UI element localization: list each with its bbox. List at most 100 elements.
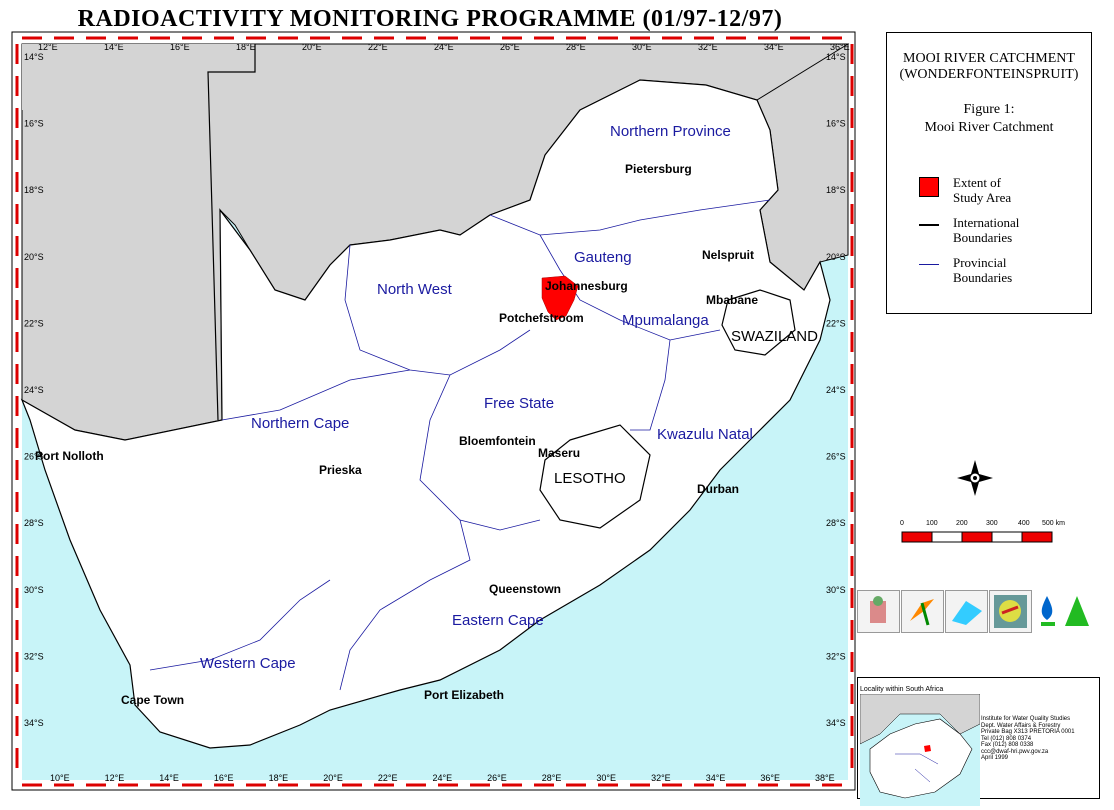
provincial-boundary-swatch <box>919 264 939 265</box>
label-gauteng: Gauteng <box>574 249 632 266</box>
place-bloemfontein: Bloemfontein <box>459 434 536 448</box>
legend-heading: MOOI RIVER CATCHMENT (WONDERFONTEINSPRUI… <box>899 51 1079 82</box>
lesotho-shape <box>539 424 651 529</box>
south-africa <box>20 79 831 749</box>
tick-top-4: 20°E <box>302 42 322 52</box>
scale-label-500: 500 km <box>1042 520 1065 527</box>
tick-bottom-11: 32°E <box>651 773 671 783</box>
tick-top-10: 32°E <box>698 42 718 52</box>
tick-right-4: 22°S <box>826 318 846 328</box>
place-durban: Durban <box>697 482 739 496</box>
label-north-west: North West <box>377 281 453 298</box>
swaziland-shape <box>721 289 796 356</box>
tick-top-8: 28°E <box>566 42 586 52</box>
intl-boundary-ne <box>756 43 849 101</box>
tick-top-3: 18°E <box>236 42 256 52</box>
tick-bottom-12: 34°E <box>706 773 726 783</box>
tick-right-0: 14°S <box>826 52 846 62</box>
scale-bar: 0 100 200 300 400 500 km <box>900 520 1065 543</box>
label-kwazulu-natal: Kwazulu Natal <box>657 426 753 443</box>
tick-top-9: 30°E <box>632 42 652 52</box>
label-eastern-cape: Eastern Cape <box>452 612 544 629</box>
tick-bottom-10: 30°E <box>596 773 616 783</box>
legend-study-area: Extent of Study Area <box>953 175 1012 205</box>
tick-left-0: 14°S <box>24 52 44 62</box>
tick-bottom-6: 22°E <box>378 773 398 783</box>
legend-international: International Boundaries <box>953 215 1020 245</box>
tick-top-11: 34°E <box>764 42 784 52</box>
tick-right-5: 24°S <box>826 385 846 395</box>
tick-left-8: 30°S <box>24 585 44 595</box>
northern-neighbours <box>22 44 255 110</box>
tick-left-5: 24°S <box>24 385 44 395</box>
water-logo-icon <box>945 590 988 633</box>
scale-label-100: 100 <box>926 520 938 527</box>
tick-right-1: 16°S <box>826 119 846 129</box>
tick-top-2: 16°E <box>170 42 190 52</box>
tick-top-0: 12°E <box>38 42 58 52</box>
tick-right-9: 32°S <box>826 651 846 661</box>
tick-right-2: 18°S <box>826 185 846 195</box>
place-port-elizabeth: Port Elizabeth <box>424 688 504 702</box>
place-maseru: Maseru <box>538 446 580 460</box>
tick-right-10: 34°S <box>826 718 846 728</box>
tick-bottom-8: 26°E <box>487 773 507 783</box>
inset-map <box>860 694 980 806</box>
locality-inset: Locality within South Africa Institute f… <box>857 677 1100 806</box>
tick-bottom-2: 14°E <box>159 773 179 783</box>
place-mbabane: Mbabane <box>706 293 758 307</box>
tick-top-1: 14°E <box>104 42 124 52</box>
tick-bottom-1: 12°E <box>105 773 125 783</box>
frame-ticks <box>15 36 854 787</box>
tick-right-3: 20°S <box>826 252 846 262</box>
legend-provincial: Provincial Boundaries <box>953 255 1013 285</box>
tick-top-6: 24°E <box>434 42 454 52</box>
tick-right-7: 28°S <box>826 518 846 528</box>
tick-top-7: 26°E <box>500 42 520 52</box>
intl-boundary-north <box>207 44 256 421</box>
legend-panel: MOOI RIVER CATCHMENT (WONDERFONTEINSPRUI… <box>886 32 1092 314</box>
tick-right-8: 30°S <box>826 585 846 595</box>
place-pietersburg: Pietersburg <box>625 162 692 176</box>
place-johannesburg: Johannesburg <box>545 279 628 293</box>
label-northern-province: Northern Province <box>610 123 731 140</box>
tick-left-9: 32°S <box>24 651 44 661</box>
tick-bottom-4: 18°E <box>269 773 289 783</box>
scale-label-0: 0 <box>900 520 904 527</box>
label-northern-cape: Northern Cape <box>251 415 349 432</box>
tick-bottom-3: 16°E <box>214 773 234 783</box>
place-nelspruit: Nelspruit <box>702 248 754 262</box>
tick-right-6: 26°S <box>826 452 846 462</box>
tick-left-10: 34°S <box>24 718 44 728</box>
place-potchefstroom: Potchefstroom <box>499 311 584 325</box>
intl-boundary-swatch <box>919 224 939 226</box>
coat-of-arms-logo-icon <box>857 590 900 633</box>
tick-left-3: 20°S <box>24 252 44 262</box>
inset-caption: Locality within South Africa <box>860 686 944 693</box>
place-prieska: Prieska <box>319 463 362 477</box>
scale-label-400: 400 <box>1018 520 1030 527</box>
provincial-boundaries <box>149 199 771 691</box>
tick-bottom-5: 20°E <box>323 773 343 783</box>
tick-bottom-14: 38°E <box>815 773 835 783</box>
study-area <box>541 275 579 321</box>
place-cape-town: Cape Town <box>121 693 184 707</box>
tick-left-1: 16°S <box>24 119 44 129</box>
tick-bottom-0: 10°E <box>50 773 70 783</box>
label-mpumalanga: Mpumalanga <box>622 312 709 329</box>
north-arrow-icon <box>957 460 993 496</box>
place-queenstown: Queenstown <box>489 582 561 596</box>
tick-left-7: 28°S <box>24 518 44 528</box>
institute-info: Institute for Water Quality Studies Dept… <box>981 716 1075 761</box>
tick-left-6: 26°S <box>24 452 44 462</box>
map-title: RADIOACTIVITY MONITORING PROGRAMME (01/9… <box>77 6 783 32</box>
scale-label-300: 300 <box>986 520 998 527</box>
place-port-nolloth: Port Nolloth <box>35 449 104 463</box>
tick-left-4: 22°S <box>24 318 44 328</box>
strelitzia-logo-icon <box>901 590 944 633</box>
label-free-state: Free State <box>484 395 554 412</box>
tick-bottom-7: 24°E <box>433 773 453 783</box>
figure-caption: Figure 1: Mooi River Catchment <box>924 102 1054 135</box>
logo-strip <box>857 590 1097 634</box>
